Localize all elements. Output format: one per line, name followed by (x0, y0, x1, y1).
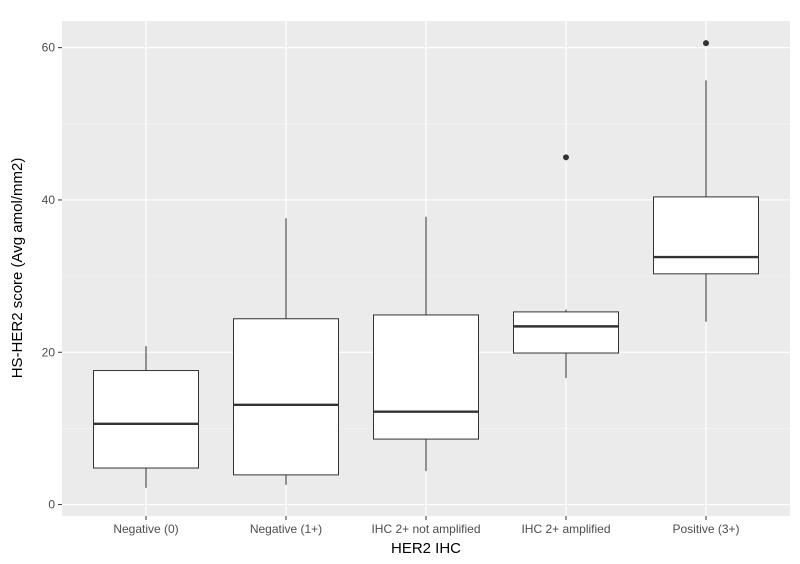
x-tick-label: Negative (1+) (250, 522, 322, 536)
x-axis: Negative (0) Negative (1+) IHC 2+ not ampl… (113, 516, 740, 536)
x-tick-label: IHC 2+ not amplified (371, 522, 480, 536)
y-tick-label: 40 (42, 193, 56, 207)
box-3 (513, 154, 619, 379)
y-tick-label: 20 (42, 345, 56, 359)
box-1 (233, 218, 339, 485)
y-axis-title: HS-HER2 score (Avg amol/mm2) (9, 158, 26, 379)
y-tick-label: 60 (42, 41, 56, 55)
box-iqr (513, 311, 619, 354)
outlier-point (703, 40, 709, 47)
box-iqr (233, 318, 339, 476)
box-iqr (93, 370, 199, 469)
boxes (93, 40, 759, 488)
x-tick-label: Positive (3+) (672, 522, 739, 536)
box-iqr (653, 196, 759, 275)
y-axis: 0 20 40 60 (42, 41, 62, 512)
outlier-point (563, 154, 569, 161)
x-axis-title: HER2 IHC (391, 540, 461, 557)
x-tick-label: IHC 2+ amplified (521, 522, 610, 536)
y-tick-label: 0 (48, 498, 55, 512)
box-4 (653, 40, 759, 322)
box-iqr (373, 314, 479, 440)
x-tick-label: Negative (0) (113, 522, 178, 536)
box-0 (93, 346, 199, 488)
box-2 (373, 216, 479, 472)
